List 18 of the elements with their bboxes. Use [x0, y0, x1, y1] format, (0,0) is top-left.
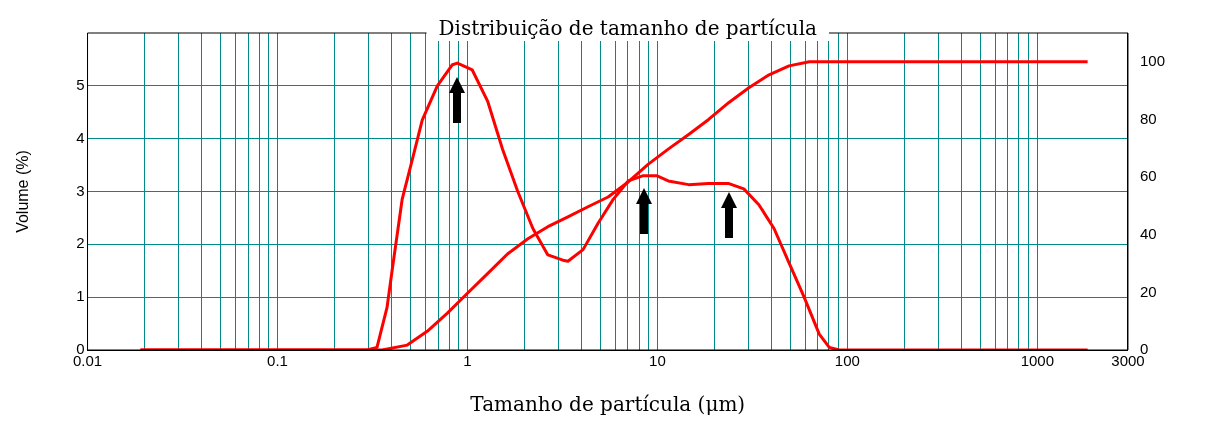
y-tick-label: 1 — [76, 287, 85, 305]
chart-title: Distribuição de tamanho de partícula — [438, 16, 818, 41]
y-tick-label: 2 — [76, 234, 85, 252]
y2-tick-label: 40 — [1139, 224, 1157, 242]
y-tick-label: 4 — [76, 128, 85, 146]
y2-tick-label: 80 — [1139, 109, 1157, 127]
y-axis-title: Volume (%) — [14, 150, 32, 233]
x-tick-label: 1 — [463, 352, 472, 370]
x-axis-title: Tamanho de partícula (μm) — [470, 392, 746, 417]
y-tick-label: 5 — [76, 75, 85, 93]
y2-tick-label: 60 — [1139, 167, 1157, 185]
y2-tick-label: 20 — [1139, 282, 1157, 300]
y2-tick-label: 100 — [1139, 51, 1165, 69]
x-tick-label: 10 — [649, 352, 666, 370]
x-tick-label: 100 — [834, 352, 860, 370]
x-tick-label: 1000 — [1020, 352, 1055, 370]
x-tick-label: 0.1 — [267, 352, 288, 370]
y-tick-label: 3 — [76, 181, 85, 199]
